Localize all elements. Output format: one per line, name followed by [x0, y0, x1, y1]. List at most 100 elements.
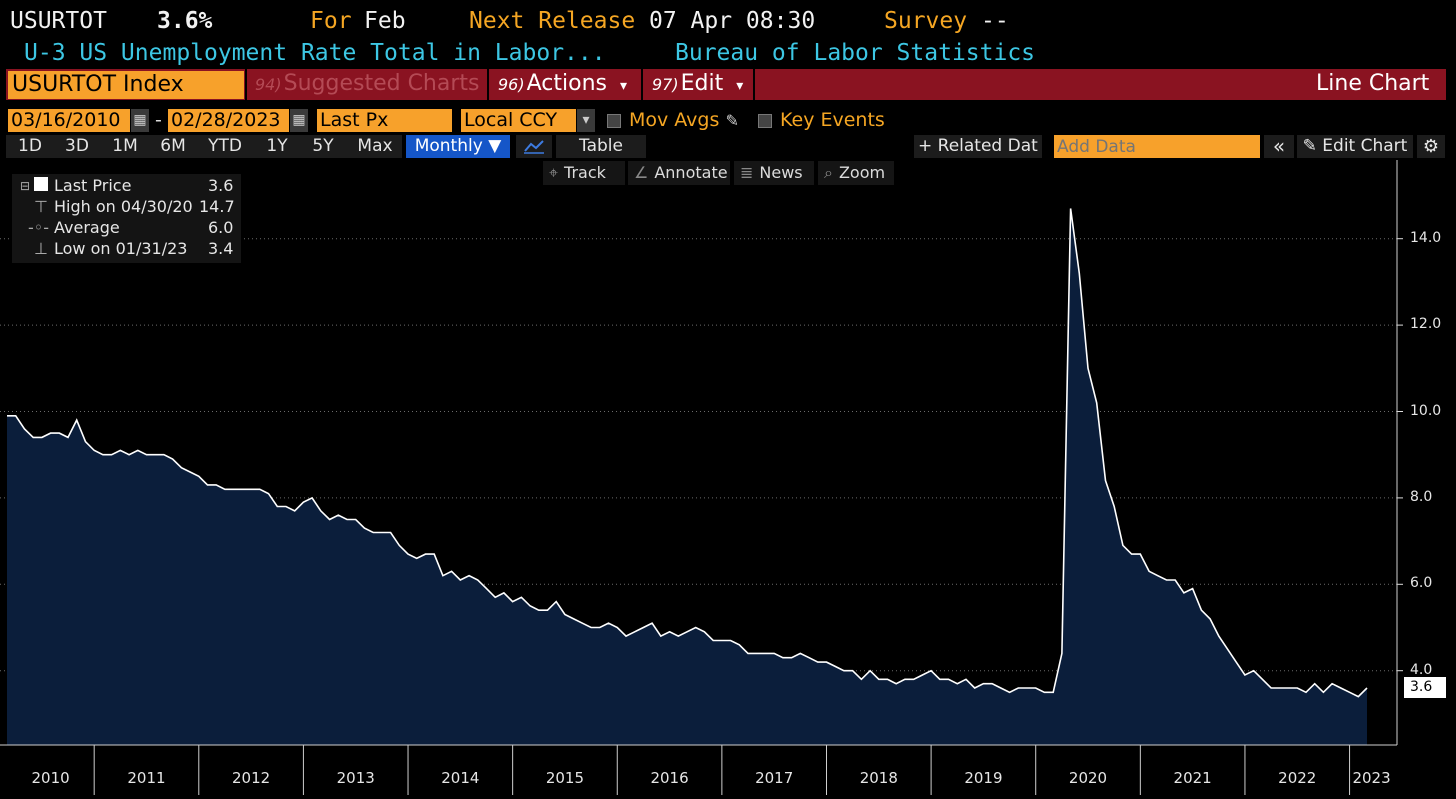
y-tick-label: 8.0 [1410, 488, 1433, 505]
end-date-input[interactable]: 02/28/2023 [168, 109, 289, 132]
date-range-dash: - [155, 109, 162, 131]
calendar-icon[interactable]: ▦ [290, 109, 308, 132]
x-tick-label: 2016 [650, 769, 689, 787]
high-icon: ⊤ [34, 197, 48, 216]
y-tick-label: 4.0 [1410, 661, 1433, 678]
legend-swatch [34, 177, 48, 191]
current-value: 3.6% [157, 8, 213, 34]
key-events-toggle[interactable]: Key Events [758, 109, 885, 132]
security-field[interactable]: USURTOT Index [8, 71, 244, 99]
period-5y[interactable]: 5Y [312, 136, 334, 156]
news-icon: ≣ [740, 163, 754, 182]
y-tick-label: 6.0 [1410, 575, 1433, 592]
x-tick-label: 2011 [127, 769, 166, 787]
edit-chart-button[interactable]: ✎ Edit Chart [1297, 135, 1413, 158]
legend-average-label: Average [54, 218, 120, 237]
legend-high-label: High on 04/30/20 [54, 197, 193, 216]
x-tick-label: 2014 [441, 769, 480, 787]
legend: ⊟ Last Price 3.6 ⊤ High on 04/30/20 14.7… [12, 174, 241, 263]
track-label: Track [564, 163, 606, 182]
suggested-charts-button[interactable]: 94)Suggested Charts [255, 69, 479, 100]
chevron-down-icon: ▾ [619, 78, 628, 94]
x-tick-label: 2012 [232, 769, 271, 787]
x-axis [0, 744, 1397, 795]
zoom-label: Zoom [838, 163, 886, 182]
suggested-charts-number: 94) [255, 75, 282, 94]
annotate-tool[interactable]: ∠ Annotate [628, 161, 730, 185]
series-description: U-3 US Unemployment Rate Total in Labor.… [24, 40, 606, 66]
data-source: Bureau of Labor Statistics [675, 40, 1036, 66]
legend-average-value: 6.0 [208, 218, 234, 237]
collapse-icon[interactable]: ⊟ [20, 179, 31, 193]
collapse-button[interactable]: « [1264, 135, 1294, 158]
series-line [7, 208, 1368, 698]
edit-menu[interactable]: 97)Edit ▾ [652, 69, 743, 100]
x-tick-label: 2022 [1278, 769, 1317, 787]
table-button[interactable]: Table [556, 135, 646, 158]
x-tick-label: 2013 [336, 769, 375, 787]
x-tick-label: 2010 [31, 769, 70, 787]
for-value: Feb [364, 8, 406, 34]
period-max[interactable]: Max [357, 136, 393, 156]
low-icon: ⊥ [34, 239, 48, 258]
start-date-input[interactable]: 03/16/2010 [8, 109, 130, 132]
pencil-icon[interactable]: ✎ [725, 111, 739, 130]
survey-value: -- [981, 8, 1009, 34]
legend-last-value: 3.6 [208, 176, 234, 195]
legend-low-label: Low on 01/31/23 [54, 239, 188, 258]
separator [487, 69, 489, 100]
zoom-tool[interactable]: ⌕ Zoom [818, 161, 894, 185]
edit-number: 97) [652, 75, 679, 94]
period-1m[interactable]: 1M [112, 136, 138, 156]
line-chart-icon[interactable] [516, 135, 552, 158]
track-tool[interactable]: ⌖ Track [543, 161, 625, 185]
chevron-down-icon[interactable]: ▾ [577, 109, 595, 132]
period-6m[interactable]: 6M [160, 136, 186, 156]
last-value-label: 3.6 [1404, 677, 1446, 698]
related-data-button[interactable]: + Related Dat [914, 135, 1042, 158]
mov-avgs-toggle[interactable]: Mov Avgs ✎ [607, 109, 739, 132]
gear-icon[interactable]: ⚙ [1417, 135, 1445, 158]
series-area [7, 208, 1367, 745]
legend-high-value: 14.7 [199, 197, 235, 216]
separator [753, 69, 755, 100]
period-3d[interactable]: 3D [65, 136, 89, 156]
checkbox-icon[interactable] [607, 113, 621, 128]
period-ytd[interactable]: YTD [208, 136, 242, 156]
average-icon: -◦- [28, 218, 49, 237]
x-tick-label: 2020 [1068, 769, 1108, 787]
crosshair-icon: ⌖ [549, 163, 559, 182]
period-bar [6, 135, 402, 158]
actions-label: Actions [526, 71, 607, 96]
edit-chart-label: Edit Chart [1322, 136, 1408, 156]
calendar-icon[interactable]: ▦ [131, 109, 149, 132]
key-events-label: Key Events [780, 109, 885, 131]
x-tick-label: 2017 [755, 769, 794, 787]
actions-menu[interactable]: 96)Actions ▾ [498, 69, 627, 100]
add-data-field[interactable] [1054, 135, 1260, 158]
x-tick-label: 2023 [1352, 769, 1391, 787]
annotate-label: Annotate [654, 163, 728, 182]
suggested-charts-label: Suggested Charts [283, 71, 480, 96]
add-data-input[interactable] [1054, 135, 1254, 158]
next-release-label: Next Release [469, 8, 636, 34]
period-1y[interactable]: 1Y [266, 136, 288, 156]
x-tick-label: 2018 [859, 769, 898, 787]
search-icon: ⌕ [824, 163, 833, 182]
survey-label: Survey [884, 8, 968, 34]
field-select[interactable]: Last Px [317, 109, 452, 132]
legend-last-label: Last Price [54, 176, 132, 195]
checkbox-icon[interactable] [758, 113, 772, 128]
x-tick-label: 2015 [545, 769, 585, 787]
actions-number: 96) [498, 75, 525, 94]
ticker-symbol: USURTOT [10, 8, 107, 34]
chevron-down-icon: ▾ [736, 78, 744, 94]
period-1d[interactable]: 1D [18, 136, 42, 156]
currency-select[interactable]: Local CCY [461, 109, 576, 132]
frequency-select[interactable]: Monthly ▼ [406, 135, 510, 158]
x-tick-label: 2019 [964, 769, 1003, 787]
mov-avgs-label: Mov Avgs [629, 109, 720, 131]
news-tool[interactable]: ≣ News [734, 161, 814, 185]
next-release-value: 07 Apr 08:30 [649, 8, 816, 34]
